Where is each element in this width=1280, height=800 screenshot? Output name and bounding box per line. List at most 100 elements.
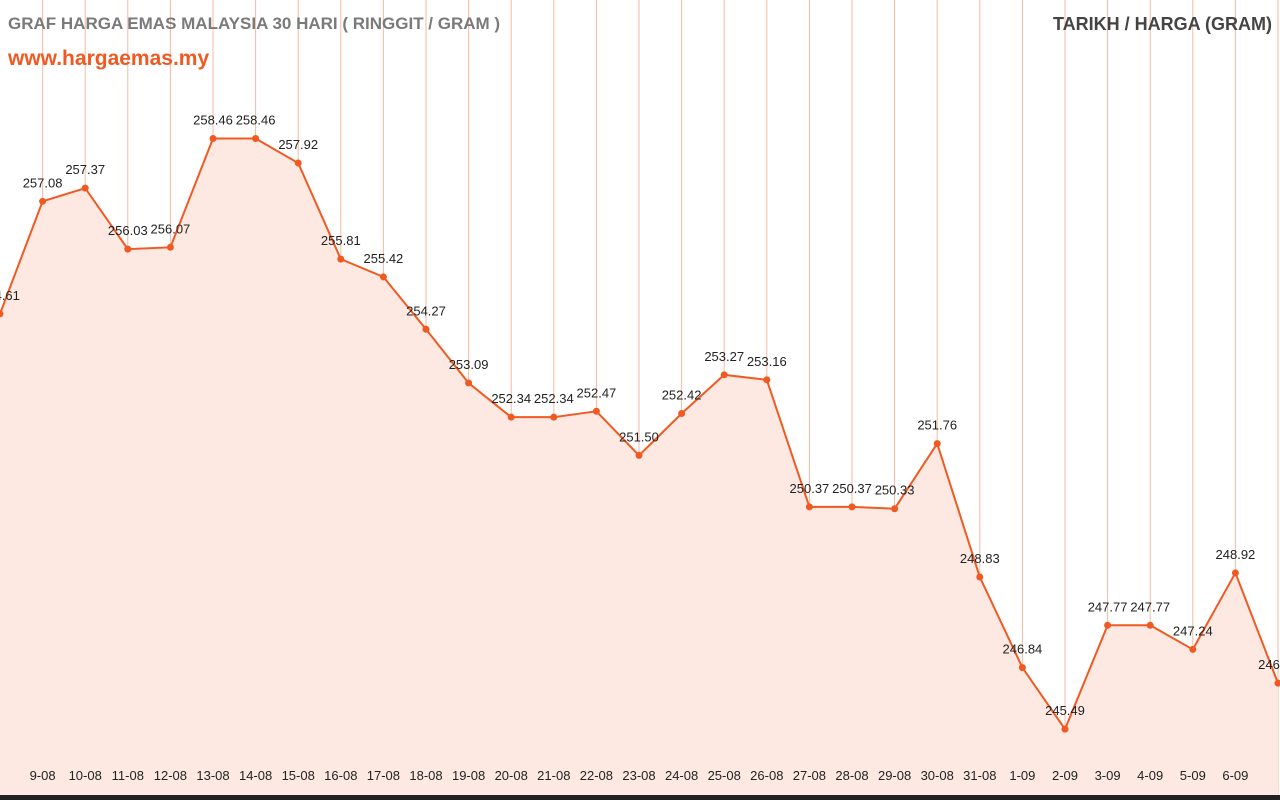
data-label: 246.50: [1258, 657, 1280, 672]
x-tick-label: 27-08: [793, 768, 826, 783]
x-tick-label: 14-08: [239, 768, 272, 783]
data-point[interactable]: [678, 410, 686, 418]
data-point[interactable]: [337, 255, 345, 263]
data-point[interactable]: [976, 573, 984, 581]
x-tick-label: 30-08: [921, 768, 954, 783]
x-tick-label: 19-08: [452, 768, 485, 783]
x-tick-label: 22-08: [580, 768, 613, 783]
x-tick-label: 31-08: [963, 768, 996, 783]
chart-title: GRAF HARGA EMAS MALAYSIA 30 HARI ( RINGG…: [8, 14, 501, 33]
x-tick-label: 9-08: [30, 768, 56, 783]
data-label: 257.37: [65, 162, 105, 177]
data-label: 250.37: [832, 481, 872, 496]
data-label: 252.42: [662, 388, 702, 403]
x-tick-label: 5-09: [1180, 768, 1206, 783]
data-point[interactable]: [465, 379, 473, 387]
data-label: 252.34: [534, 391, 574, 406]
data-label: 257.92: [278, 137, 318, 152]
data-point[interactable]: [507, 413, 515, 421]
data-label: 254.61: [0, 288, 20, 303]
x-tick-label: 25-08: [708, 768, 741, 783]
data-point[interactable]: [1061, 725, 1069, 733]
data-point[interactable]: [1104, 621, 1112, 629]
website-link[interactable]: www.hargaemas.my: [8, 47, 210, 70]
data-point[interactable]: [763, 376, 771, 384]
x-tick-label: 3-09: [1095, 768, 1121, 783]
data-point[interactable]: [81, 184, 89, 192]
x-tick-label: 10-08: [69, 768, 102, 783]
data-label: 245.49: [1045, 703, 1085, 718]
x-tick-labels: 9-08 10-08 11-08 12-08 13-08 14-08 15-08 16-08 1…: [30, 768, 1249, 783]
data-point[interactable]: [1189, 645, 1197, 653]
data-point[interactable]: [805, 503, 813, 511]
data-label: 254.27: [406, 303, 446, 318]
data-point[interactable]: [422, 325, 430, 333]
x-tick-label: 15-08: [282, 768, 315, 783]
data-point[interactable]: [592, 407, 600, 415]
data-label: 258.46: [193, 112, 233, 127]
data-point[interactable]: [0, 310, 4, 318]
x-tick-label: 24-08: [665, 768, 698, 783]
x-tick-label: 2-09: [1052, 768, 1078, 783]
x-tick-label: 26-08: [750, 768, 783, 783]
data-label: 246.84: [1003, 642, 1043, 657]
data-label: 253.27: [704, 349, 744, 364]
x-tick-label: 6-09: [1222, 768, 1248, 783]
data-label: 253.09: [449, 357, 489, 372]
x-tick-label: 21-08: [537, 768, 570, 783]
data-label: 248.83: [960, 551, 1000, 566]
data-label: 253.16: [747, 354, 787, 369]
data-label: 258.46: [236, 112, 276, 127]
data-label: 255.42: [364, 251, 404, 266]
data-label: 257.08: [23, 175, 63, 190]
x-tick-label: 17-08: [367, 768, 400, 783]
data-point[interactable]: [294, 159, 302, 167]
x-tick-label: 18-08: [409, 768, 442, 783]
x-tick-label: 12-08: [154, 768, 187, 783]
x-tick-label: 29-08: [878, 768, 911, 783]
x-tick-label: 23-08: [622, 768, 655, 783]
data-point[interactable]: [209, 134, 217, 142]
data-label: 250.33: [875, 483, 915, 498]
data-point[interactable]: [635, 451, 643, 459]
data-label: 250.37: [790, 481, 830, 496]
x-tick-label: 11-08: [112, 768, 144, 783]
data-point[interactable]: [848, 503, 856, 511]
x-tick-label: 28-08: [835, 768, 868, 783]
data-points: [0, 134, 1280, 733]
data-point[interactable]: [720, 371, 728, 379]
data-point[interactable]: [1018, 664, 1026, 672]
data-label: 251.50: [619, 429, 659, 444]
data-label: 248.92: [1216, 547, 1256, 562]
data-point[interactable]: [891, 505, 899, 513]
data-point[interactable]: [166, 243, 174, 251]
data-point[interactable]: [252, 134, 260, 142]
data-point[interactable]: [1274, 679, 1280, 687]
x-tick-label: 13-08: [196, 768, 229, 783]
data-point[interactable]: [124, 245, 132, 253]
data-point[interactable]: [1231, 569, 1239, 577]
data-label: 256.03: [108, 223, 148, 238]
data-label: 247.24: [1173, 623, 1213, 638]
data-label: 247.77: [1088, 599, 1128, 614]
data-label: 247.77: [1130, 599, 1170, 614]
price-area-fill: [0, 138, 1278, 795]
axis-legend: TARIKH / HARGA (GRAM): [1053, 14, 1272, 34]
data-point[interactable]: [379, 273, 387, 281]
bottom-border: [0, 795, 1280, 800]
data-label: 255.81: [321, 233, 361, 248]
x-tick-label: 20-08: [495, 768, 528, 783]
data-point[interactable]: [550, 413, 558, 421]
data-label: 251.76: [917, 418, 957, 433]
x-tick-label: 16-08: [324, 768, 357, 783]
data-point[interactable]: [39, 197, 47, 205]
data-label: 256.07: [151, 221, 191, 236]
data-point[interactable]: [1146, 621, 1154, 629]
x-tick-label: 1-09: [1009, 768, 1035, 783]
data-point[interactable]: [933, 440, 941, 448]
data-label: 252.34: [491, 391, 531, 406]
data-label: 252.47: [577, 385, 617, 400]
x-tick-label: 4-09: [1137, 768, 1163, 783]
